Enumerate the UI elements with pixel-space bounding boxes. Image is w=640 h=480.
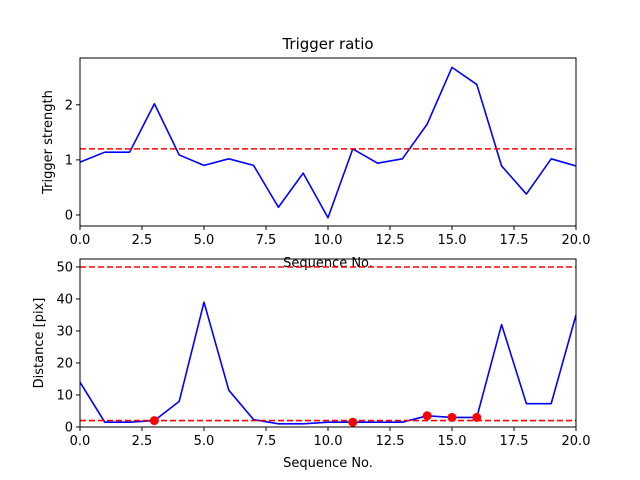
y-tick-label: 20 [56,357,73,372]
series-line [80,66,576,219]
x-tick-label: 20.0 [562,233,591,248]
x-tick-label: 15.0 [438,233,467,248]
trigger-ratio-chart: Trigger ratio Trigger strength Sequence … [41,35,590,271]
plot-area: 0.0 2.5 5.0 7.5 10.0 12.5 15.0 17.5 20.0 0 10 20 30 4… [56,258,591,449]
y-tick-label: 0 [65,208,73,223]
y-tick-label: 0 [65,421,73,436]
x-tick-label: 20.0 [562,434,591,449]
series-line [80,301,576,425]
y-tick-label: 30 [56,325,73,340]
x-tick-label: 0.0 [70,233,91,248]
y-tick-label: 50 [56,261,73,276]
x-tick-label: 10.0 [314,233,343,248]
x-tick-label: 0.0 [70,434,91,449]
x-tick-label: 2.5 [132,434,153,449]
distance-chart: Distance [pix] Sequence No. 0.0 2.5 5.0 7.5… [32,258,591,471]
x-tick-label: 5.0 [194,434,215,449]
x-tick-label: 7.5 [256,434,277,449]
x-tick-label: 15.0 [438,434,467,449]
x-tick-label: 17.5 [500,233,529,248]
y-axis-label: Distance [pix] [32,298,47,389]
x-tick-label: 17.5 [500,434,529,449]
x-axis-label: Sequence No. [283,456,373,471]
plot-area: 0.0 2.5 5.0 7.5 10.0 12.5 15.0 17.5 20.0 0 1 2 [65,57,591,248]
y-tick-label: 1 [65,153,73,168]
x-axis-label: Sequence No. [283,256,373,271]
data-point-marker [348,417,358,427]
y-axis-label: Trigger strength [41,90,56,195]
chart-title: Trigger ratio [281,35,373,53]
y-tick-label: 40 [56,293,73,308]
x-tick-label: 10.0 [314,434,343,449]
x-tick-label: 5.0 [194,233,215,248]
y-tick-label: 10 [56,389,73,404]
data-point-marker [472,412,482,422]
plot-content [80,266,576,425]
x-tick-label: 12.5 [376,233,405,248]
plot-content [80,66,576,219]
y-tick-label: 2 [65,98,73,113]
data-point-marker [422,411,432,421]
x-tick-label: 2.5 [132,233,153,248]
data-point-marker [149,416,159,426]
x-tick-label: 7.5 [256,233,277,248]
data-point-marker [447,412,457,422]
x-tick-label: 12.5 [376,434,405,449]
